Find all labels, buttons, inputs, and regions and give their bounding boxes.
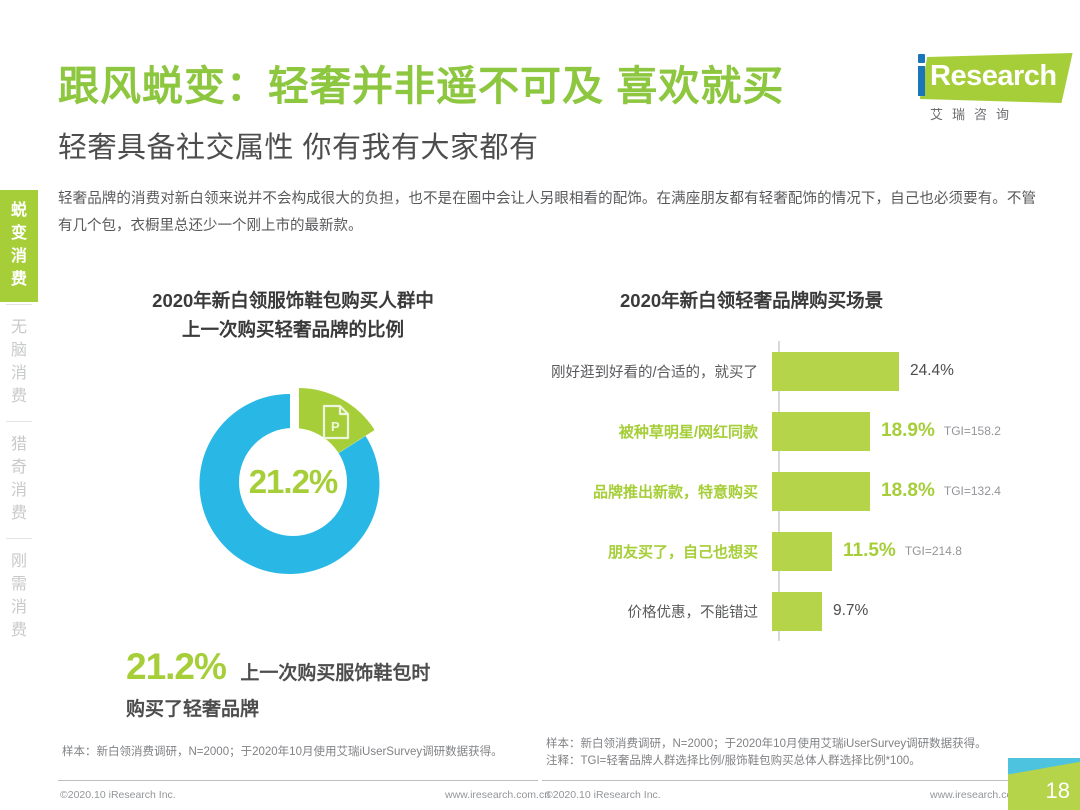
sidebar-char: 消	[10, 365, 27, 382]
bar-tgi-annotation: TGI=214.8	[904, 544, 962, 558]
bar-fill	[772, 531, 832, 571]
logo-chinese-name: 艾瑞咨询	[930, 107, 1019, 122]
bar-fill	[772, 411, 870, 451]
footer-url-left[interactable]: www.iresearch.com.cn	[445, 789, 551, 801]
logo-wordmark: Research	[930, 60, 1057, 92]
sidebar-divider	[6, 538, 32, 539]
donut-chart-panel: 2020年新白领服饰鞋包购买人群中 上一次购买轻奢品牌的比例 21.2% P 2…	[58, 286, 528, 726]
sidebar: 蜕 变 消 费 无 脑 消 费 猎 奇 消 费 刚 需 消 费	[0, 190, 38, 653]
sidebar-item-lieqi[interactable]: 猎 奇 消 费	[0, 424, 38, 536]
bar-row: 刚好逛到好看的/合适的，就买了 24.4%	[540, 341, 1038, 401]
sidebar-char: 需	[10, 576, 27, 593]
sidebar-item-gangxu[interactable]: 刚 需 消 费	[0, 541, 38, 653]
bar-fill	[772, 351, 899, 391]
bar-fill	[772, 471, 870, 511]
donut-caption-line2: 购买了轻奢品牌	[126, 699, 260, 720]
bar-value: 11.5%	[843, 540, 896, 561]
sidebar-char: 消	[10, 248, 27, 265]
bar-tgi-annotation: TGI=132.4	[943, 484, 1001, 498]
sidebar-char: 费	[10, 388, 27, 405]
sidebar-divider	[6, 304, 32, 305]
donut-caption-value: 21.2%	[126, 646, 227, 687]
bar-value: 9.7%	[833, 602, 869, 619]
sidebar-char: 蜕	[10, 202, 27, 219]
donut-center-hole: 21.2%	[239, 428, 347, 536]
bar-chart: 刚好逛到好看的/合适的，就买了 24.4% 被种草明星/网红同款 18.9% T…	[540, 341, 1038, 641]
donut-caption-line1: 上一次购买服饰鞋包时	[240, 663, 431, 684]
bar-label: 朋友买了，自己也想买	[607, 543, 758, 561]
logo-i-dot-icon	[918, 54, 925, 63]
bar-value: 18.9%	[881, 420, 935, 441]
footnote-left: 样本：新白领消费调研，N=2000；于2020年10月使用艾瑞iUserSurv…	[62, 746, 503, 758]
footer-copyright-left: ©2020.10 iResearch Inc.	[60, 789, 176, 801]
page-number-corner: 18	[1008, 758, 1080, 810]
sidebar-divider	[6, 421, 32, 422]
sidebar-item-tuibian[interactable]: 蜕 变 消 费	[0, 190, 38, 302]
footer-rule-left	[58, 780, 538, 781]
sidebar-item-wunao[interactable]: 无 脑 消 费	[0, 307, 38, 419]
bar-label: 刚好逛到好看的/合适的，就买了	[550, 364, 758, 381]
donut-chart: 21.2% P	[183, 372, 403, 592]
sidebar-char: 消	[10, 482, 27, 499]
donut-caption: 21.2% 上一次购买服饰鞋包时 购买了轻奢品牌	[126, 646, 526, 721]
bar-label: 品牌推出新款，特意购买	[592, 483, 758, 501]
bar-row: 品牌推出新款，特意购买 18.8% TGI=132.4	[540, 461, 1038, 521]
iresearch-logo: Research 艾瑞咨询	[896, 45, 1076, 133]
sidebar-char: 费	[10, 505, 27, 522]
intro-paragraph: 轻奢品牌的消费对新白领来说并不会构成很大的负担，也不是在圈中会让人另眼相看的配饰…	[58, 191, 1036, 234]
donut-title-line1: 2020年新白领服饰鞋包购买人群中	[152, 290, 434, 311]
svg-text:P: P	[331, 419, 340, 434]
bar-value: 18.8%	[881, 480, 935, 501]
page-subtitle: 轻奢具备社交属性 你有我有大家都有	[58, 132, 539, 164]
sidebar-char: 脑	[10, 342, 27, 359]
bar-chart-panel: 2020年新白领轻奢品牌购买场景 刚好逛到好看的/合适的，就买了 24.4% 被…	[540, 286, 1038, 726]
footnote-right-line2: 注释：TGI=轻奢品牌人群选择比例/服饰鞋包购买总体人群选择比例*100。	[546, 755, 921, 767]
bar-row: 被种草明星/网红同款 18.9% TGI=158.2	[540, 401, 1038, 461]
sidebar-char: 刚	[10, 553, 27, 570]
document-p-icon: P	[322, 404, 350, 440]
sidebar-char: 费	[10, 622, 27, 639]
logo-i-stem-icon	[918, 66, 925, 96]
sidebar-char: 消	[10, 599, 27, 616]
bar-row: 价格优惠，不能错过 9.7%	[540, 581, 1038, 641]
sidebar-char: 猎	[10, 436, 27, 453]
sidebar-char: 奇	[10, 459, 27, 476]
sidebar-char: 变	[10, 225, 27, 242]
donut-center-value: 21.2%	[248, 463, 339, 500]
footnote-right-line1: 样本：新白领消费调研，N=2000；于2020年10月使用艾瑞iUserSurv…	[546, 738, 987, 750]
bar-row: 朋友买了，自己也想买 11.5% TGI=214.8	[540, 521, 1038, 581]
page-number: 18	[1045, 778, 1070, 803]
bar-tgi-annotation: TGI=158.2	[943, 424, 1001, 438]
sidebar-char: 无	[10, 319, 27, 336]
donut-chart-title: 2020年新白领服饰鞋包购买人群中 上一次购买轻奢品牌的比例	[93, 286, 493, 344]
bar-label: 价格优惠，不能错过	[627, 604, 759, 621]
footnote-right: 样本：新白领消费调研，N=2000；于2020年10月使用艾瑞iUserSurv…	[546, 736, 1026, 770]
page-title: 跟风蜕变：轻奢并非遥不可及 喜欢就买	[58, 63, 785, 109]
bar-value: 24.4%	[910, 362, 954, 379]
bar-chart-title: 2020年新白领轻奢品牌购买场景	[620, 290, 884, 311]
donut-title-line2: 上一次购买轻奢品牌的比例	[181, 319, 404, 340]
bar-label: 被种草明星/网红同款	[618, 423, 758, 441]
bar-fill	[772, 591, 822, 631]
sidebar-char: 费	[10, 271, 27, 288]
footer-copyright-right: ©2020.10 iResearch Inc.	[545, 789, 661, 801]
footer-rule-right	[542, 780, 1034, 781]
